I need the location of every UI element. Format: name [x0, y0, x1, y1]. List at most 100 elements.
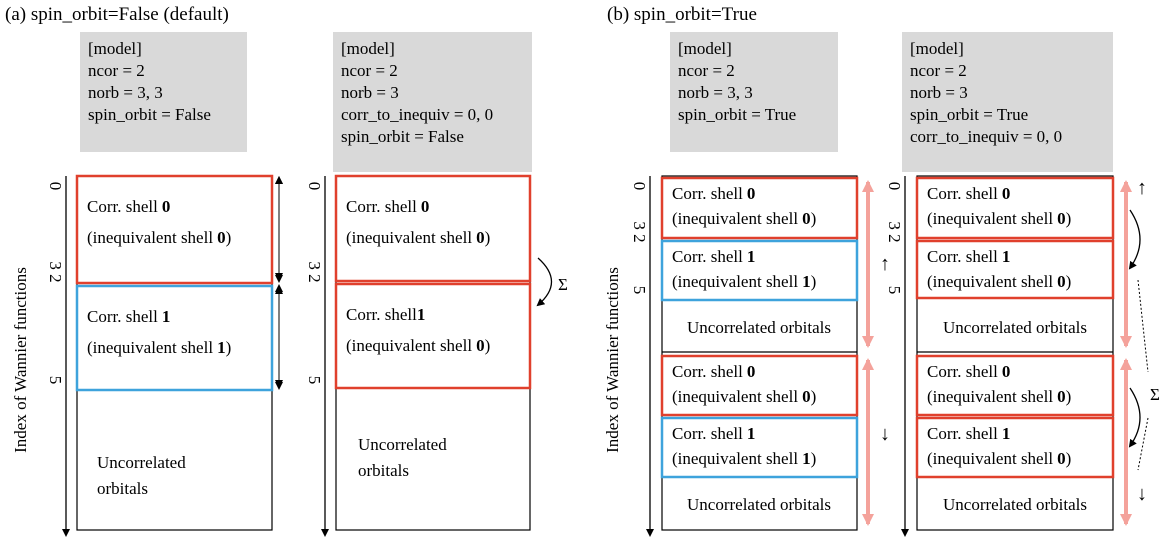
axis-label: Index of Wannier functions [11, 267, 30, 453]
shell-index: 0 [747, 362, 756, 381]
model-box [333, 32, 532, 172]
model-line: ncor = 2 [341, 61, 398, 80]
shell-box [915, 176, 1115, 240]
shell-label-text: Corr. shell [927, 184, 998, 203]
inequiv-label: (inequivalent shell 0) [927, 272, 1071, 291]
inequiv-text: (inequivalent shell [87, 228, 213, 247]
shell-label: Corr. shell 0 [87, 197, 170, 216]
shell-label-text: Corr. shell [672, 247, 743, 266]
shell-label-text: Corr. shell [927, 247, 998, 266]
model-line: [model] [678, 39, 732, 58]
shell-box [660, 176, 859, 240]
spin-label: ↑ [880, 253, 890, 275]
shell-label-text: Corr. shell [927, 424, 998, 443]
uncorrelated-label: Uncorrelated [358, 435, 447, 454]
model-box [670, 32, 838, 152]
axis-label: Index of Wannier functions [603, 267, 622, 453]
inequiv-text: (inequivalent shell [927, 272, 1053, 291]
inequiv-close: ) [1066, 387, 1072, 406]
inequiv-close: ) [1066, 272, 1072, 291]
inequiv-label: (inequivalent shell 1) [672, 272, 816, 291]
model-line: [model] [910, 39, 964, 58]
inequiv-label: (inequivalent shell 0) [87, 228, 231, 247]
shell-label-text: Corr. shell [672, 184, 743, 203]
shell-label-text: Corr. shell [87, 307, 158, 326]
uncorrelated-label: Uncorrelated orbitals [943, 495, 1087, 514]
index-tick: 3 2 [885, 221, 904, 242]
inequiv-index: 0 [802, 209, 811, 228]
index-tick: 0 [305, 182, 324, 191]
inequiv-close: ) [1066, 209, 1072, 228]
inequiv-index: 1 [802, 272, 811, 291]
shell-label-text: Corr. shell [672, 424, 743, 443]
spin-label: ↑ [1137, 177, 1147, 199]
shell-label: Corr. shell1 [346, 305, 425, 324]
inequiv-close: ) [485, 336, 491, 355]
shell-box [75, 174, 274, 285]
shell-index: 1 [417, 305, 426, 324]
sigma-label: Σ [1150, 385, 1160, 404]
uncorrelated-label: Uncorrelated orbitals [943, 318, 1087, 337]
shell-box [660, 416, 859, 479]
model-line: spin_orbit = True [678, 105, 796, 124]
shell-label-text: Corr. shell [346, 197, 417, 216]
inequiv-index: 0 [217, 228, 226, 247]
uncorrelated-label: orbitals [97, 479, 148, 498]
model-line: norb = 3 [910, 83, 968, 102]
uncorrelated-label: Uncorrelated orbitals [687, 318, 831, 337]
shell-box [75, 284, 274, 392]
shell-box [915, 239, 1115, 300]
shell-index: 1 [162, 307, 171, 326]
spin-label: ↓ [1137, 483, 1147, 505]
model-line: ncor = 2 [910, 61, 967, 80]
shell-label: Corr. shell 0 [927, 184, 1010, 203]
inequiv-close: ) [1066, 449, 1072, 468]
index-tick: 0 [885, 182, 904, 191]
inequiv-text: (inequivalent shell [927, 449, 1053, 468]
sigma-arrow [536, 257, 553, 307]
uncorrelated-label: orbitals [358, 461, 409, 480]
model-line: norb = 3, 3 [88, 83, 163, 102]
shell-box [334, 282, 532, 390]
inequiv-index: 1 [217, 338, 226, 357]
panel-title: (a) spin_orbit=False (default) [5, 4, 229, 25]
uncorrelated-label: Uncorrelated [97, 453, 186, 472]
index-tick: 5 [630, 286, 649, 295]
model-line: spin_orbit = True [910, 105, 1028, 124]
inequiv-close: ) [226, 228, 232, 247]
inequiv-text: (inequivalent shell [927, 209, 1053, 228]
inequiv-label: (inequivalent shell 1) [87, 338, 231, 357]
index-tick: 3 2 [630, 221, 649, 242]
shell-label: Corr. shell 0 [346, 197, 429, 216]
model-line: corr_to_inequiv = 0, 0 [910, 127, 1062, 146]
shell-label-text: Corr. shell [346, 305, 417, 324]
model-line: norb = 3, 3 [678, 83, 753, 102]
shell-box [660, 354, 859, 417]
model-line: ncor = 2 [88, 61, 145, 80]
shell-index: 0 [1002, 184, 1011, 203]
inequiv-index: 0 [1057, 272, 1066, 291]
model-line: norb = 3 [341, 83, 399, 102]
orbital-box [916, 175, 1114, 531]
inequiv-index: 0 [476, 228, 485, 247]
index-tick: 5 [885, 286, 904, 295]
index-tick: 3 2 [46, 261, 65, 282]
inequiv-text: (inequivalent shell [346, 336, 472, 355]
model-line: spin_orbit = False [341, 127, 464, 146]
sigma-arrow [1128, 209, 1141, 270]
shell-index: 1 [1002, 247, 1011, 266]
inequiv-index: 0 [476, 336, 485, 355]
shell-index: 0 [747, 184, 756, 203]
inequiv-label: (inequivalent shell 0) [346, 336, 490, 355]
sigma-dotted [1137, 279, 1149, 373]
shell-label: Corr. shell 0 [927, 362, 1010, 381]
shell-label-text: Corr. shell [87, 197, 158, 216]
inequiv-label: (inequivalent shell 0) [927, 209, 1071, 228]
panel-title: (b) spin_orbit=True [607, 4, 757, 25]
inequiv-text: (inequivalent shell [672, 272, 798, 291]
